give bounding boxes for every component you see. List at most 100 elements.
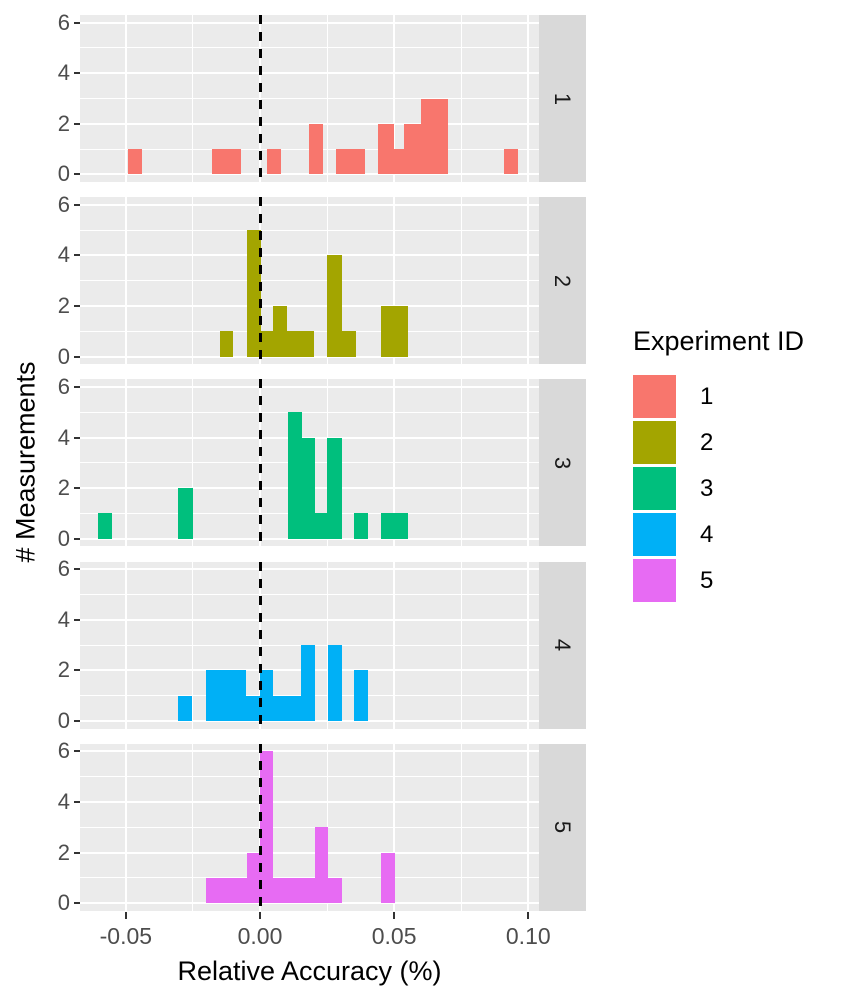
y-tick-mark — [74, 487, 80, 490]
x-tick-label: 0.00 — [237, 922, 283, 949]
gridline-x-minor — [460, 743, 462, 911]
histogram-bar — [335, 149, 365, 175]
histogram-bar — [301, 437, 315, 539]
facet-panel-3 — [80, 379, 539, 547]
y-tick-mark — [74, 436, 80, 439]
y-tick-mark — [74, 305, 80, 307]
histogram-bar — [260, 751, 274, 904]
gridline-y-major — [80, 537, 539, 540]
gridline-y-minor — [80, 411, 539, 413]
y-tick-label: 6 — [57, 191, 70, 217]
gridline-x-major — [124, 379, 127, 547]
gridline-x-minor — [192, 743, 194, 911]
histogram-bar — [128, 149, 142, 175]
histogram-bar — [378, 123, 394, 175]
gridline-y-minor — [80, 280, 539, 282]
gridline-x-minor — [460, 379, 462, 547]
y-tick-mark — [74, 669, 80, 672]
histogram-bar — [314, 827, 329, 904]
gridline-y-major — [80, 851, 539, 854]
gridline-x-major — [124, 561, 127, 729]
gridline-x-minor — [192, 561, 194, 729]
x-tick-label: 0.05 — [371, 922, 417, 949]
facet-strip-label: 5 — [550, 821, 576, 834]
legend-entry-4: 4 — [633, 513, 804, 556]
histogram-bar — [404, 123, 421, 175]
y-tick-label: 4 — [57, 60, 70, 86]
gridline-y-major — [80, 304, 539, 307]
legend-entry-5: 5 — [633, 559, 804, 602]
gridline-x-major — [527, 743, 530, 911]
legend-entry-label: 4 — [700, 520, 714, 548]
gridline-y-major — [80, 72, 539, 75]
legend-color-swatch — [633, 559, 676, 602]
y-tick-label: 0 — [57, 708, 70, 733]
histogram-bar — [341, 331, 357, 357]
legend-title: Experiment ID — [633, 326, 805, 356]
x-tick-label: 0.10 — [505, 922, 551, 949]
y-tick-mark — [74, 203, 80, 206]
facet-strip-label: 3 — [550, 456, 576, 470]
y-tick-mark — [74, 800, 80, 803]
gridline-x-minor — [192, 197, 194, 365]
gridline-x-minor — [326, 15, 328, 182]
facet-panel-1 — [80, 15, 539, 182]
histogram-bar — [98, 513, 112, 539]
histogram-bar — [380, 305, 408, 357]
gridline-y-major — [80, 720, 539, 722]
histogram-bar — [273, 305, 288, 357]
x-tick-mark — [393, 911, 396, 919]
y-tick-mark — [74, 618, 80, 621]
gridline-x-major — [527, 379, 530, 547]
gridline-y-minor — [80, 826, 539, 828]
gridline-y-minor — [80, 229, 539, 231]
histogram-bar — [246, 852, 260, 904]
x-axis-title: Relative Accuracy (%) — [177, 956, 442, 986]
x-tick-label: -0.05 — [99, 922, 153, 949]
histogram-bar — [393, 149, 405, 175]
facet-strip-5: 5 — [539, 743, 586, 911]
legend-entry-label: 5 — [700, 566, 714, 594]
gridline-x-minor — [460, 197, 462, 365]
y-tick-label: 6 — [57, 9, 70, 35]
gridline-y-major — [80, 254, 539, 257]
facet-strip-2: 2 — [539, 197, 586, 365]
y-tick-mark — [74, 750, 80, 753]
y-tick-mark — [74, 720, 80, 722]
histogram-bar — [328, 645, 342, 721]
facet-panel-5 — [80, 743, 539, 911]
facet-strip-4: 4 — [539, 561, 586, 729]
histogram-bar — [260, 331, 274, 357]
zero-reference-line — [258, 561, 262, 729]
gridline-x-major — [393, 561, 396, 729]
histogram-bar — [354, 670, 369, 721]
histogram-bar — [273, 695, 302, 721]
histogram-bar — [273, 877, 315, 904]
histogram-bar — [309, 123, 324, 175]
facet-strip-3: 3 — [539, 379, 586, 547]
zero-reference-line — [258, 743, 262, 911]
histogram-bar — [503, 149, 519, 175]
gridline-x-minor — [326, 561, 328, 729]
histogram-bar — [287, 331, 315, 357]
legend-entry-3: 3 — [633, 467, 804, 510]
gridline-x-major — [124, 743, 127, 911]
gridline-x-major — [393, 197, 396, 365]
y-tick-mark — [74, 21, 80, 24]
y-tick-mark — [74, 537, 80, 540]
zero-reference-line — [258, 379, 262, 547]
x-tick-mark — [124, 911, 127, 919]
y-tick-label: 0 — [57, 161, 70, 187]
histogram-bar — [205, 877, 247, 904]
legend: Experiment ID 1 2 3 4 5 — [633, 326, 804, 605]
gridline-x-major — [124, 15, 127, 182]
y-tick-label: 4 — [57, 424, 70, 450]
histogram-bar — [301, 645, 315, 721]
gridline-y-major — [80, 21, 539, 24]
gridline-x-major — [393, 379, 396, 547]
histogram-bar — [260, 670, 274, 721]
legend-entries: 1 2 3 4 5 — [633, 375, 804, 602]
y-tick-mark — [74, 851, 80, 854]
facet-strip-label: 1 — [550, 92, 576, 105]
histogram-bar — [326, 437, 342, 539]
